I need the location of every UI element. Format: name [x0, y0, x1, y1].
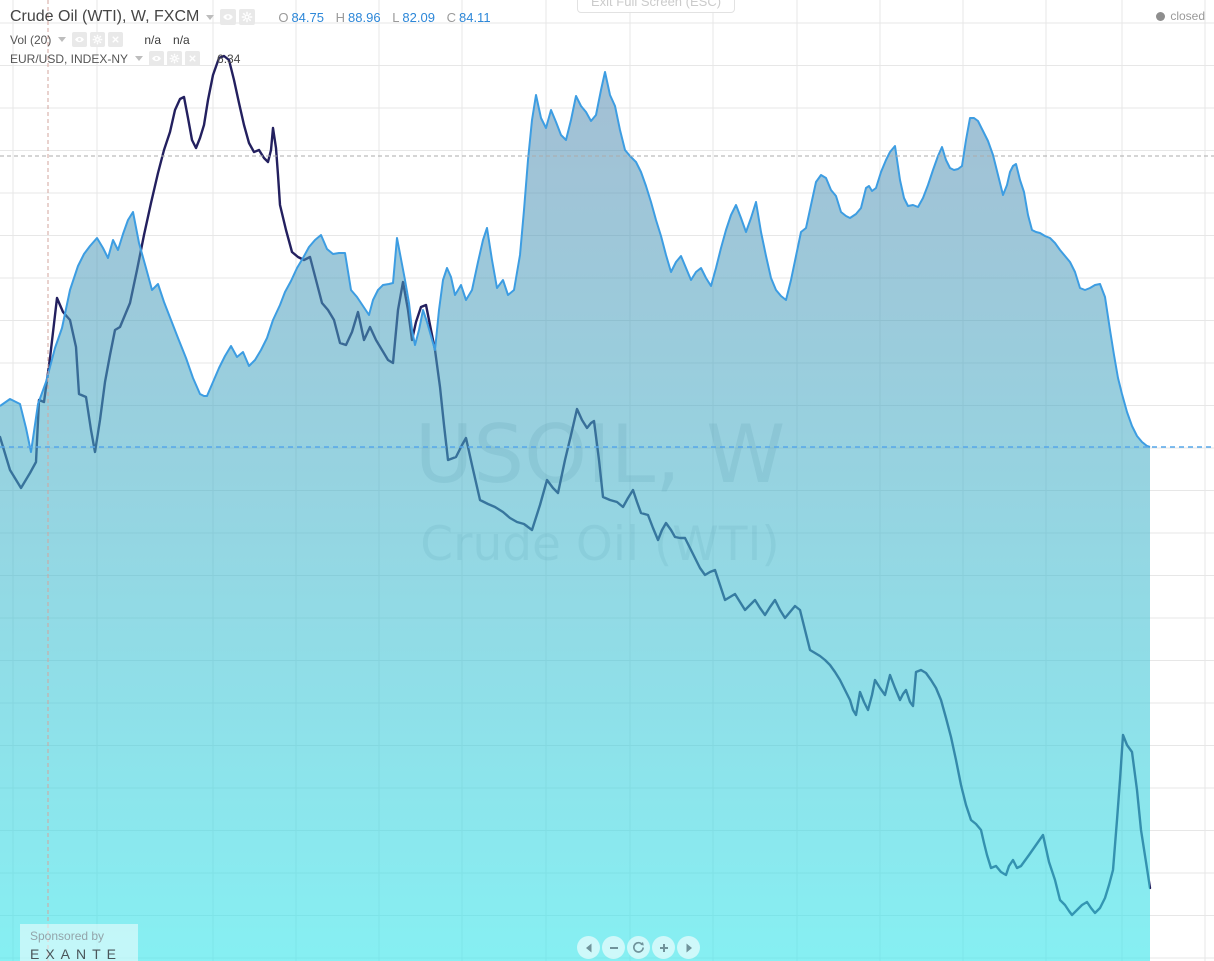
chart-navigation	[577, 936, 702, 959]
sponsor-prefix: Sponsored by	[30, 929, 105, 943]
status-dot-icon	[1156, 11, 1166, 21]
zoom-out-button[interactable]	[602, 936, 625, 959]
exit-fullscreen-button[interactable]: Exit Full Screen (ESC)	[577, 0, 736, 13]
volume-values: n/a n/a	[144, 32, 190, 47]
scroll-right-button[interactable]	[677, 936, 700, 959]
legend-row-volume: Vol (20) n/a n/a	[10, 31, 491, 48]
status-label: closed	[1170, 9, 1205, 23]
gear-icon[interactable]	[239, 9, 256, 25]
eye-icon[interactable]	[72, 32, 88, 47]
main-series-line[interactable]	[0, 71, 1151, 453]
sponsor-logo: EXANTE	[30, 946, 123, 961]
main-series-area[interactable]	[0, 72, 1150, 961]
chevron-down-icon[interactable]	[135, 56, 144, 61]
main-series-title[interactable]: Crude Oil (WTI), W, FXCM	[10, 8, 200, 25]
close-icon[interactable]	[185, 51, 201, 66]
overlay-series-value: 6.34	[217, 51, 241, 66]
sponsor-box[interactable]: Sponsored by EXANTE	[20, 924, 138, 961]
gear-icon[interactable]	[90, 32, 106, 47]
market-status-badge: closed	[1156, 9, 1205, 23]
overlay-series-title[interactable]: EUR/USD, INDEX-NY	[10, 51, 129, 66]
eye-icon[interactable]	[149, 51, 165, 66]
legend-row-overlay: EUR/USD, INDEX-NY 6.34	[10, 50, 491, 67]
chevron-down-icon[interactable]	[206, 14, 215, 20]
legend: Crude Oil (WTI), W, FXCM O 84.75 H 88.96 L…	[10, 5, 491, 67]
gear-icon[interactable]	[167, 51, 183, 66]
eye-icon[interactable]	[220, 9, 237, 25]
legend-row-main: Crude Oil (WTI), W, FXCM O 84.75 H 88.96 L…	[10, 5, 491, 29]
scroll-left-button[interactable]	[577, 936, 600, 959]
ohlc-values: O 84.75 H 88.96 L 82.09 C 84.11	[278, 9, 491, 25]
reset-chart-button[interactable]	[627, 936, 650, 959]
close-icon[interactable]	[108, 32, 124, 47]
volume-study-title[interactable]: Vol (20)	[10, 32, 52, 47]
chevron-down-icon[interactable]	[58, 37, 67, 42]
zoom-in-button[interactable]	[652, 936, 675, 959]
